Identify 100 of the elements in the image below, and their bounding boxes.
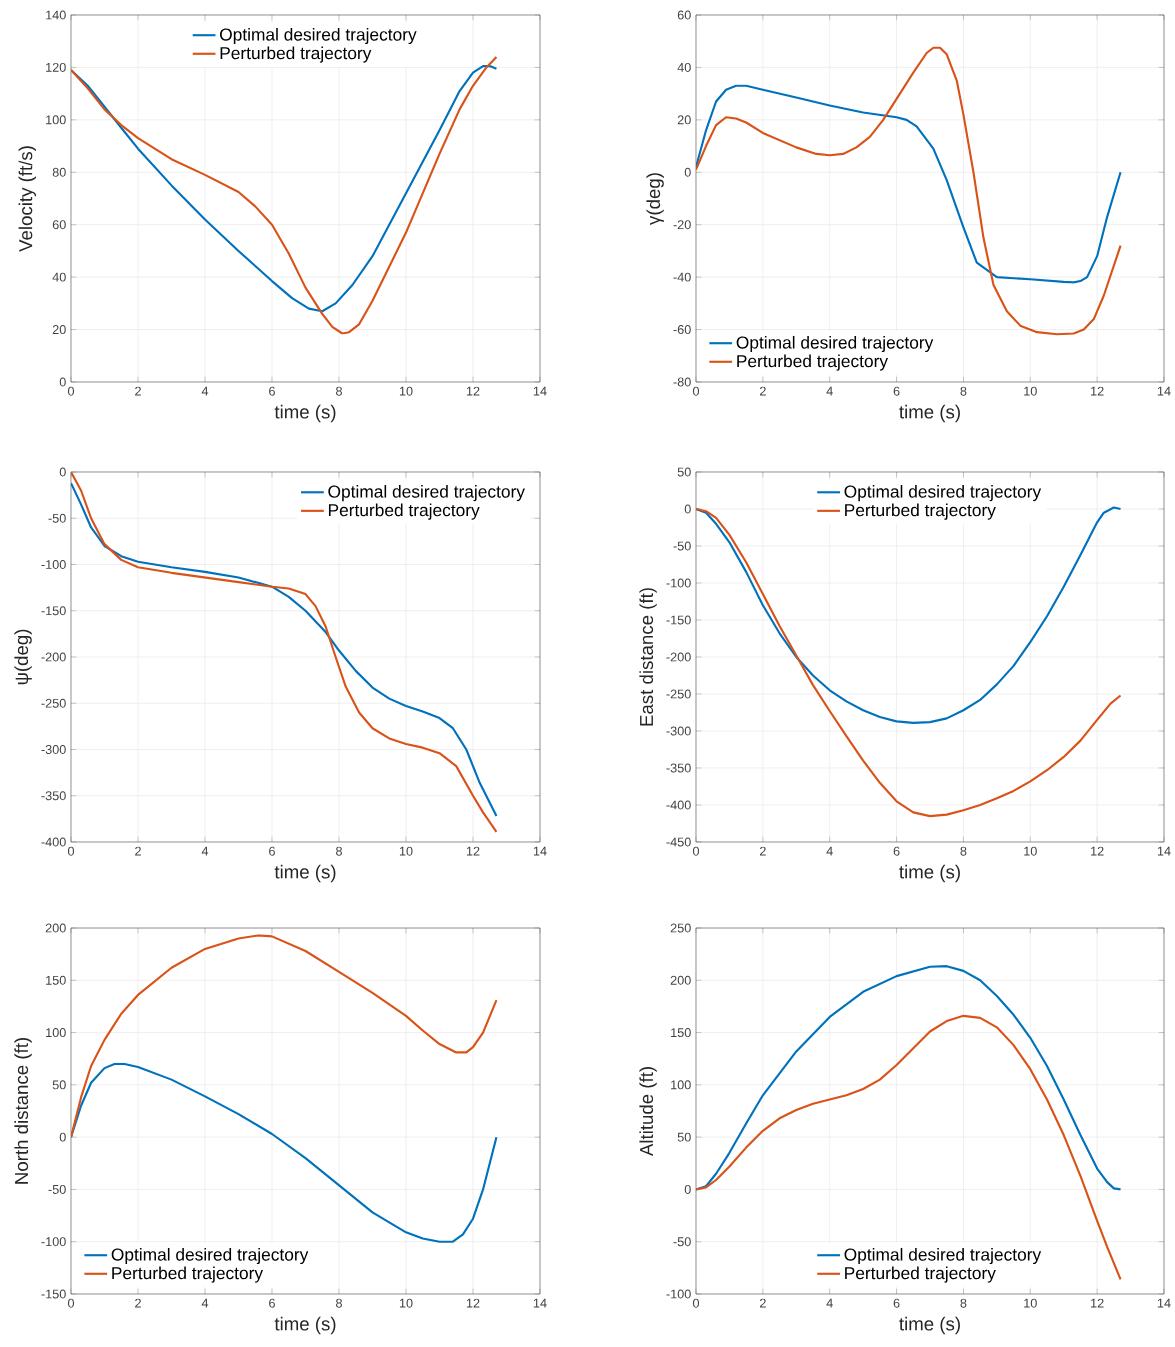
y-tick-label: -20 bbox=[673, 220, 691, 230]
x-tick-label: 2 bbox=[759, 386, 766, 396]
y-tick-label: -50 bbox=[48, 513, 66, 523]
x-axis-title: time (s) bbox=[274, 1316, 336, 1335]
x-tick-label: 8 bbox=[335, 386, 342, 396]
legend-label: Perturbed trajectory bbox=[112, 1266, 263, 1283]
y-tick-label: 40 bbox=[677, 62, 691, 72]
y-tick-label: -50 bbox=[673, 1237, 691, 1247]
y-tick-label: 60 bbox=[677, 10, 691, 20]
x-axis-title: time (s) bbox=[274, 864, 336, 883]
y-tick-label: 100 bbox=[670, 1080, 691, 1090]
y-tick-label: -350 bbox=[41, 791, 66, 801]
x-tick-label: 10 bbox=[399, 1298, 413, 1308]
y-tick-label: -200 bbox=[666, 652, 691, 662]
y-axis-title: North distance (ft) bbox=[14, 1038, 32, 1184]
x-tick-label: 12 bbox=[466, 846, 480, 856]
y-tick-label: -60 bbox=[673, 325, 691, 335]
x-tick-label: 6 bbox=[893, 1298, 900, 1308]
x-tick-label: 10 bbox=[399, 386, 413, 396]
x-tick-label: 10 bbox=[1023, 386, 1037, 396]
line-series bbox=[70, 934, 498, 1139]
legend-label: Optimal desired trajectory bbox=[844, 484, 1041, 502]
legend-label: Perturbed trajectory bbox=[737, 354, 888, 371]
x-tick-label: 12 bbox=[466, 1298, 480, 1308]
y-tick-label: 50 bbox=[677, 467, 691, 477]
y-tick-label: -100 bbox=[41, 560, 66, 569]
y-tick-label: -350 bbox=[666, 763, 691, 773]
y-tick-label: 0 bbox=[684, 504, 691, 514]
y-axis-title: East distance (ft) bbox=[639, 588, 657, 726]
y-tick-label: 0 bbox=[59, 1132, 66, 1142]
x-tick-label: 14 bbox=[1157, 846, 1171, 856]
line-series bbox=[695, 46, 1122, 336]
x-tick-label: 14 bbox=[533, 1298, 547, 1308]
x-tick-label: 4 bbox=[826, 1298, 833, 1308]
y-tick-label: 120 bbox=[45, 62, 66, 72]
x-tick-label: 14 bbox=[1157, 1298, 1171, 1308]
y-tick-label: -150 bbox=[41, 1289, 66, 1299]
y-tick-label: 50 bbox=[52, 1080, 66, 1090]
y-tick-label: 100 bbox=[45, 115, 66, 125]
x-tick-label: 0 bbox=[67, 386, 74, 396]
legend-label: Optimal desired trajectory bbox=[844, 1247, 1041, 1265]
y-tick-label: 150 bbox=[45, 975, 66, 985]
legend-label: Perturbed trajectory bbox=[328, 503, 480, 520]
x-tick-label: 2 bbox=[134, 846, 141, 856]
x-tick-label: 6 bbox=[893, 846, 900, 856]
x-tick-label: 10 bbox=[1023, 846, 1037, 856]
y-tick-label: -250 bbox=[666, 689, 691, 699]
y-tick-label: -150 bbox=[666, 615, 691, 625]
x-tick-label: 0 bbox=[692, 1298, 699, 1308]
y-tick-label: 200 bbox=[45, 923, 66, 933]
legend-label: Optimal desired trajectory bbox=[736, 335, 934, 353]
x-axis-title: time (s) bbox=[898, 404, 960, 423]
y-tick-label: 50 bbox=[677, 1132, 691, 1142]
y-tick-label: -150 bbox=[41, 606, 66, 616]
x-axis-title: time (s) bbox=[898, 1316, 960, 1335]
x-tick-label: 12 bbox=[1090, 386, 1104, 396]
y-tick-label: 140 bbox=[45, 10, 66, 20]
x-tick-label: 6 bbox=[268, 386, 275, 396]
x-tick-label: 4 bbox=[201, 1298, 208, 1308]
x-tick-label: 14 bbox=[1157, 386, 1171, 396]
y-tick-label: 150 bbox=[670, 1028, 691, 1038]
legend-label: Perturbed trajectory bbox=[844, 1266, 996, 1283]
x-tick-label: 0 bbox=[67, 1298, 74, 1308]
y-tick-label: -100 bbox=[666, 1289, 691, 1299]
x-tick-label: 10 bbox=[1023, 1298, 1037, 1308]
x-tick-label: 8 bbox=[960, 1298, 967, 1308]
y-tick-label: 20 bbox=[677, 115, 691, 125]
x-tick-label: 6 bbox=[268, 1298, 275, 1308]
x-tick-label: 2 bbox=[759, 846, 766, 856]
legend-label: Optimal desired trajectory bbox=[111, 1247, 309, 1265]
x-tick-label: 14 bbox=[533, 846, 547, 856]
y-tick-label: 100 bbox=[45, 1028, 66, 1038]
y-tick-label: -80 bbox=[673, 377, 691, 387]
x-tick-label: 10 bbox=[399, 846, 413, 856]
y-tick-label: -40 bbox=[673, 272, 691, 282]
x-axis-title: time (s) bbox=[274, 404, 336, 423]
legend-label: Optimal desired trajectory bbox=[219, 27, 417, 45]
x-tick-label: 0 bbox=[692, 386, 699, 396]
x-tick-label: 0 bbox=[67, 846, 74, 856]
y-tick-label: 20 bbox=[52, 325, 66, 335]
y-tick-label: -300 bbox=[41, 745, 66, 754]
x-tick-label: 14 bbox=[533, 386, 547, 396]
y-axis-title: Velocity (ft/s) bbox=[18, 146, 36, 252]
y-tick-label: -50 bbox=[48, 1184, 66, 1194]
x-tick-label: 0 bbox=[692, 846, 699, 856]
x-tick-label: 12 bbox=[1090, 1298, 1104, 1308]
x-tick-label: 4 bbox=[201, 846, 208, 856]
x-tick-label: 12 bbox=[1090, 846, 1104, 856]
x-tick-label: 8 bbox=[335, 1298, 342, 1308]
x-tick-label: 2 bbox=[759, 1298, 766, 1308]
x-tick-label: 12 bbox=[466, 386, 480, 396]
x-tick-label: 8 bbox=[335, 846, 342, 856]
legend-label: Perturbed trajectory bbox=[220, 46, 372, 63]
y-tick-label: 200 bbox=[670, 975, 691, 985]
y-axis-title: Altitude (ft) bbox=[639, 1067, 657, 1157]
y-tick-label: -450 bbox=[666, 837, 691, 847]
y-tick-label: 0 bbox=[59, 467, 66, 477]
legend-label: Perturbed trajectory bbox=[844, 503, 996, 520]
y-axis-title: ψ(deg) bbox=[14, 629, 32, 685]
x-tick-label: 4 bbox=[826, 846, 833, 856]
